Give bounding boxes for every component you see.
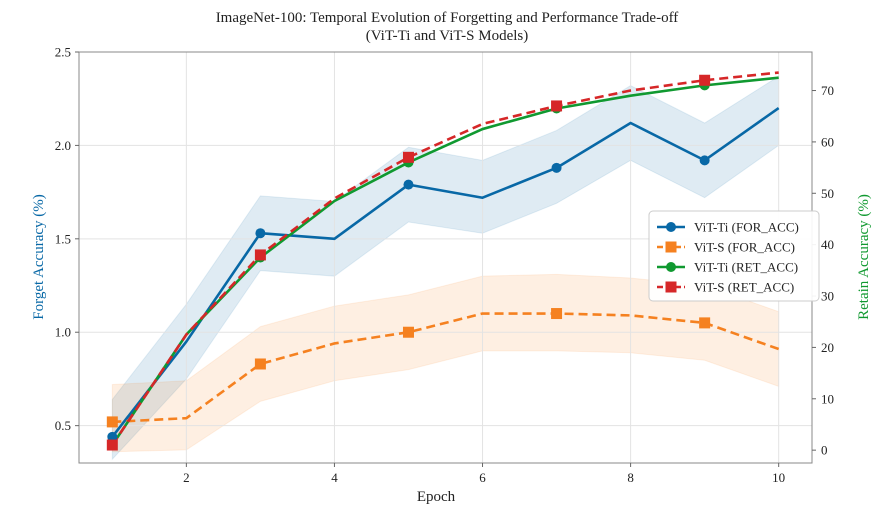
data-point — [551, 100, 563, 112]
axis-ticks: 2 4 6 8 10 0.5 1.0 1.5 2.0 2.5 0 10 20 30 40 50 60 70 — [55, 45, 834, 486]
y-right-tick-label: 70 — [821, 83, 834, 98]
y-right-tick-label: 30 — [821, 289, 834, 304]
legend-swatch-marker — [665, 241, 677, 253]
data-point — [402, 151, 414, 163]
series-line — [111, 71, 779, 446]
y-left-tick-label: 0.5 — [55, 418, 71, 433]
data-point — [107, 431, 118, 442]
y-axis-left-label: Forget Accuracy (%) — [31, 194, 47, 320]
data-point — [106, 439, 118, 451]
legend: ViT-Ti (FOR_ACC) ViT-S (FOR_ACC) ViT-Ti (R… — [648, 210, 820, 302]
data-point — [402, 326, 414, 338]
chart-title: ImageNet-100: Temporal Evolution of Forg… — [216, 10, 679, 26]
legend-label: ViT-S (RET_ACC) — [694, 280, 794, 295]
y-left-tick-label: 2.5 — [55, 45, 71, 60]
legend-swatch-marker — [666, 262, 676, 272]
data-point — [699, 74, 711, 86]
legend-swatch-marker — [666, 222, 676, 232]
y-right-tick-label: 10 — [821, 391, 834, 406]
data-point — [255, 228, 266, 239]
legend-label: ViT-S (FOR_ACC) — [694, 240, 795, 255]
data-point — [403, 179, 414, 190]
y-left-tick-label: 2.0 — [55, 138, 71, 153]
legend-label: ViT-Ti (RET_ACC) — [694, 260, 798, 275]
x-tick-label: 10 — [772, 470, 785, 485]
y-right-tick-label: 60 — [821, 134, 834, 149]
series-line — [112, 312, 780, 424]
y-left-tick-label: 1.5 — [55, 231, 71, 246]
y-right-tick-label: 0 — [821, 443, 828, 458]
legend-label: ViT-Ti (FOR_ACC) — [694, 220, 799, 235]
data-point — [699, 317, 711, 329]
chart-subtitle: (ViT-Ti and ViT-S Models) — [366, 28, 529, 44]
data-point — [106, 416, 118, 428]
series-markers — [106, 74, 711, 451]
x-tick-label: 4 — [331, 470, 338, 485]
legend-swatch-marker — [665, 281, 677, 293]
series-lines — [111, 71, 780, 446]
legend-box — [648, 210, 820, 302]
y-right-tick-label: 50 — [821, 186, 834, 201]
x-tick-label: 2 — [183, 470, 190, 485]
series-line — [111, 106, 780, 438]
data-point — [551, 162, 562, 173]
data-point — [254, 249, 266, 261]
x-axis-label: Epoch — [417, 489, 456, 505]
y-axis-right-label: Retain Accuracy (%) — [856, 194, 872, 320]
data-point — [551, 308, 563, 320]
x-tick-label: 8 — [627, 470, 634, 485]
data-point — [254, 358, 266, 370]
data-point — [699, 155, 710, 166]
x-tick-label: 6 — [479, 470, 486, 485]
y-right-tick-label: 20 — [821, 340, 834, 355]
y-left-tick-label: 1.0 — [55, 325, 71, 340]
y-right-tick-label: 40 — [821, 237, 834, 252]
